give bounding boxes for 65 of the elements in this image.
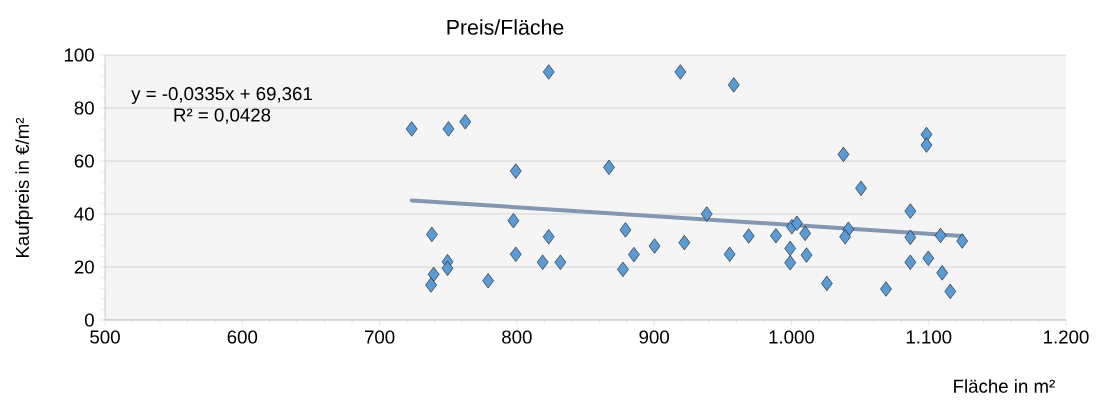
point (678, 235, 691, 251)
point (723, 246, 736, 262)
point (700, 206, 713, 222)
point (542, 229, 555, 245)
point (821, 275, 833, 292)
y-tick-label: 0 (84, 313, 94, 327)
x-tick-label: 800 (502, 330, 532, 344)
point (617, 261, 629, 277)
point (880, 281, 892, 297)
point (628, 246, 640, 263)
point (728, 77, 740, 93)
point (855, 180, 867, 196)
x-tick-label: 1.000 (769, 330, 815, 344)
point (509, 246, 522, 262)
point (441, 260, 454, 276)
point (934, 227, 947, 244)
point (936, 265, 948, 281)
point (904, 203, 917, 219)
point (742, 228, 755, 244)
x-tick-label: 500 (90, 330, 120, 344)
x-tick-label: 900 (639, 330, 669, 344)
y-axis-title: Kaufpreis in €/m² (15, 117, 33, 258)
point (405, 121, 418, 137)
x-tick-label: 600 (227, 330, 258, 344)
x-tick-label: 1.100 (906, 330, 952, 344)
x-tick-label: 1.200 (1044, 330, 1089, 344)
point (648, 238, 661, 254)
point (837, 146, 850, 162)
annotation: y = -0,0335x + 69,361 (131, 87, 312, 104)
point (784, 255, 796, 271)
point (922, 250, 935, 266)
point (542, 64, 555, 80)
annotation: R² = 0,0428 (174, 108, 271, 124)
point (904, 254, 917, 270)
point (799, 225, 811, 241)
y-tick-label: 100 (64, 48, 94, 62)
point (554, 254, 567, 270)
x-tick-label: 700 (364, 330, 395, 344)
y-tick-label: 20 (74, 260, 94, 274)
point (507, 213, 520, 229)
point (791, 215, 803, 231)
point (784, 240, 796, 257)
point (944, 283, 957, 299)
point (619, 222, 632, 238)
point (956, 233, 968, 249)
y-tick-label: 80 (74, 101, 94, 115)
y-tick-label: 60 (74, 154, 94, 168)
point (904, 229, 917, 245)
point (839, 229, 851, 245)
point (442, 121, 455, 137)
point (482, 273, 494, 289)
point (920, 137, 933, 153)
point (459, 114, 472, 130)
point (603, 159, 615, 175)
point (425, 277, 437, 293)
point (427, 266, 440, 283)
point (509, 163, 522, 179)
chart-title: Preis/Fläche (447, 19, 564, 35)
point (800, 247, 813, 263)
point (674, 64, 687, 80)
point (536, 254, 549, 270)
x-axis-title: Fläche in m² (954, 379, 1055, 393)
point (770, 228, 782, 244)
point (426, 226, 438, 243)
y-tick-label: 40 (74, 207, 94, 221)
